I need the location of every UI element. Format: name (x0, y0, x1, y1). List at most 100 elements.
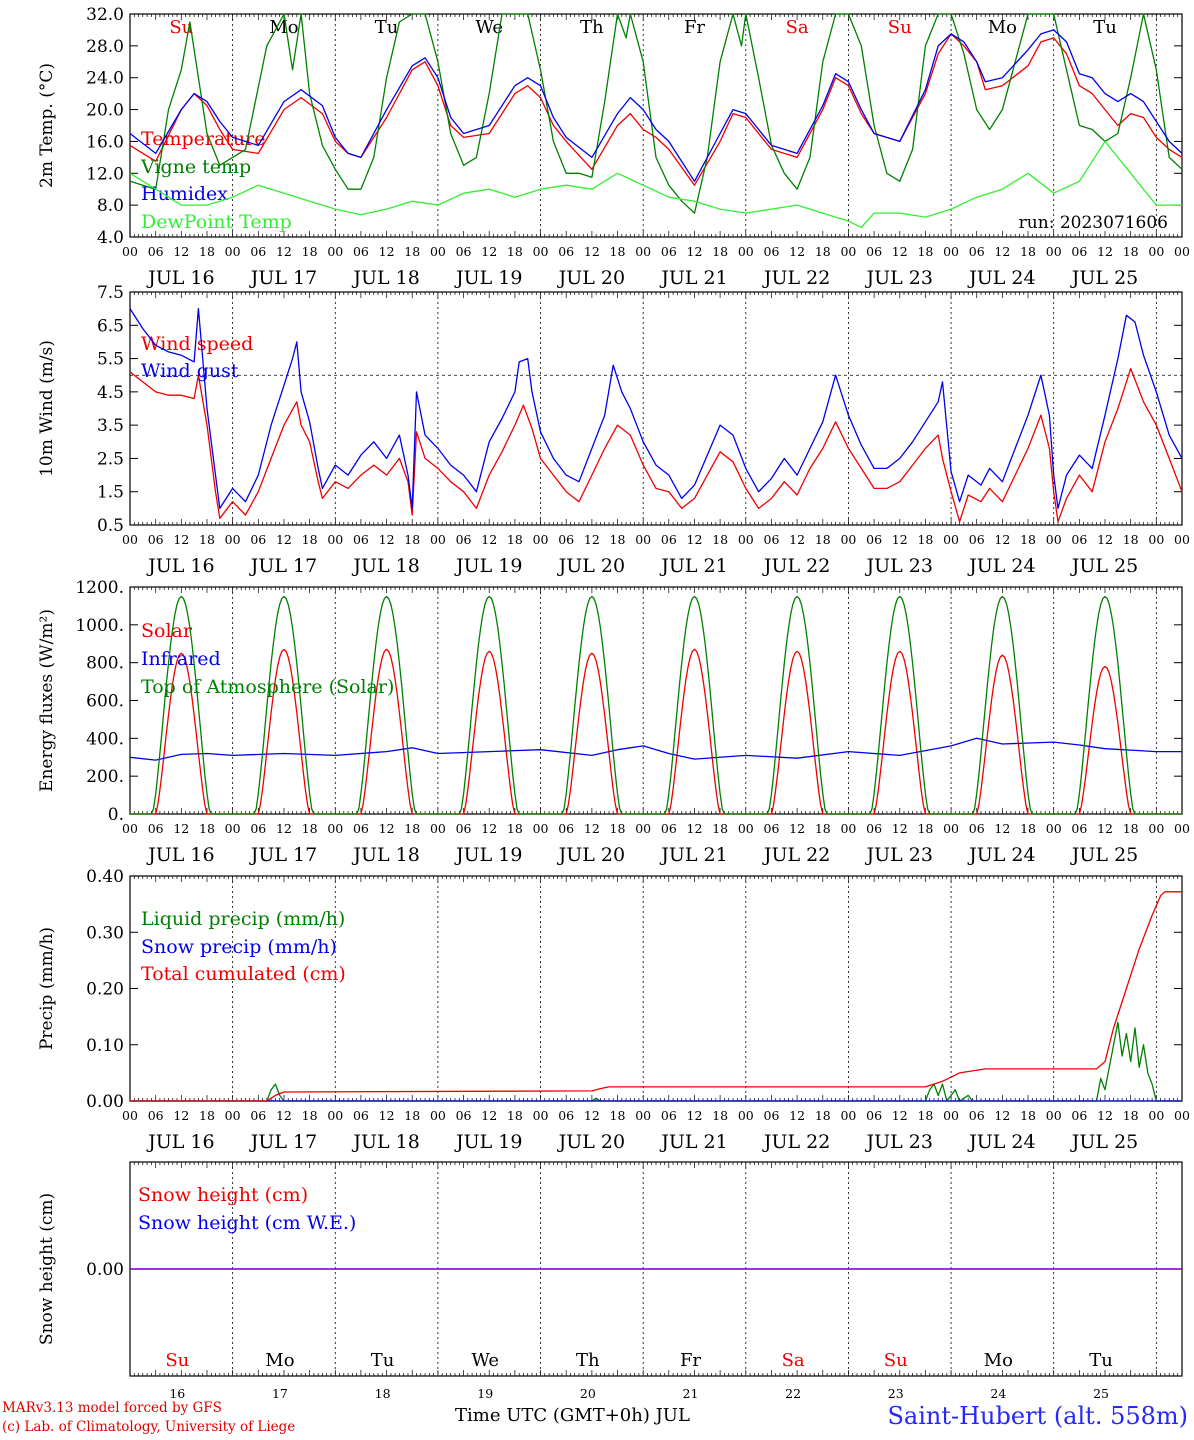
hour-tick-label: 06 (456, 1108, 472, 1123)
date-label: JUL 18 (351, 555, 419, 577)
weekday-label: Su (884, 1350, 908, 1371)
legend-entry: Top of Atmosphere (Solar) (141, 676, 394, 698)
weekday-label: Th (576, 1350, 600, 1371)
hour-tick-label: 18 (507, 244, 523, 259)
hour-tick-label: 00 (327, 821, 343, 836)
hour-tick-label: 12 (276, 244, 292, 259)
hour-tick-label: 18 (610, 821, 626, 836)
hour-tick-label: 00 (738, 821, 754, 836)
day-number-label: 24 (990, 1386, 1006, 1401)
hour-tick-label: 18 (507, 821, 523, 836)
y-tick-label: 600. (86, 692, 124, 712)
hour-tick-label: 12 (687, 244, 703, 259)
hour-tick-label: 00 (635, 1108, 651, 1123)
hour-tick-label: 12 (1097, 532, 1113, 547)
hour-tick-label: 06 (1071, 821, 1087, 836)
hour-tick-label: 18 (1020, 821, 1036, 836)
panel-snow: Snow height (cm) 0.00 Snow height (cm) Snow… (37, 1161, 1183, 1401)
date-label: JUL 25 (1070, 555, 1138, 577)
weekday-label: We (475, 17, 503, 38)
date-label: JUL 23 (865, 844, 933, 866)
weekday-label: Tu (371, 1350, 395, 1371)
hour-tick-label: 00 (225, 821, 241, 836)
hour-tick-label: 06 (661, 1108, 677, 1123)
date-label: JUL 23 (865, 1131, 933, 1153)
series-line-temperature (129, 33, 1183, 186)
hour-tick-label: 00 (1174, 244, 1190, 259)
hour-tick-label: 18 (815, 532, 831, 547)
day-number-label: 19 (477, 1386, 493, 1401)
hour-tick-label: 18 (302, 532, 318, 547)
panel-energy: Energy fluxes (W/m²) 0. 200. 400. 600. 800. 10… (37, 578, 1190, 866)
hour-tick-label: 00 (1046, 244, 1062, 259)
hour-tick-label: 12 (276, 821, 292, 836)
hour-tick-label: 12 (789, 1108, 805, 1123)
day-number-label: 23 (888, 1386, 904, 1401)
date-label: JUL 18 (351, 1131, 419, 1153)
y-tick-label: 20.0 (86, 101, 124, 121)
date-label: JUL 22 (762, 267, 830, 289)
hour-tick-label: 00 (635, 244, 651, 259)
hour-tick-label: 06 (866, 1108, 882, 1123)
time-tick-marks (129, 587, 1183, 814)
date-label: JUL 23 (865, 267, 933, 289)
y-tick-label: 32.0 (86, 5, 124, 25)
date-label: JUL 18 (351, 267, 419, 289)
hour-tick-label: 12 (481, 532, 497, 547)
hour-tick-label: 06 (969, 821, 985, 836)
hour-tick-label: 00 (1046, 1108, 1062, 1123)
hour-tick-label: 06 (969, 532, 985, 547)
y-tick-label: 6.5 (97, 316, 124, 336)
hour-tick-label: 06 (1071, 1108, 1087, 1123)
hour-tick-label: 12 (994, 244, 1010, 259)
y-tick-label: 200. (86, 767, 124, 787)
hour-tick-label: 00 (840, 532, 856, 547)
date-label: JUL 20 (557, 1131, 625, 1153)
hour-tick-label: 06 (456, 821, 472, 836)
hour-tick-label: 00 (943, 244, 959, 259)
hour-tick-label: 18 (404, 821, 420, 836)
hour-tick-label: 12 (379, 532, 395, 547)
run-annotation: run: 2023071606 (1019, 213, 1168, 233)
hour-tick-label: 12 (173, 1108, 189, 1123)
hour-tick-label: 06 (764, 244, 780, 259)
date-label: JUL 24 (967, 555, 1035, 577)
hour-tick-label: 00 (1148, 821, 1164, 836)
hour-tick-label: 06 (148, 244, 164, 259)
hour-tick-label: 00 (1148, 532, 1164, 547)
hour-tick-label: 18 (917, 532, 933, 547)
date-label: JUL 17 (249, 555, 317, 577)
hour-tick-label: 06 (866, 532, 882, 547)
legend-entry: Snow precip (mm/h) (141, 936, 337, 958)
date-label: JUL 19 (454, 555, 522, 577)
y-tick-label: 4.0 (97, 228, 124, 248)
date-label: JUL 17 (249, 844, 317, 866)
hour-tick-label: 12 (1097, 244, 1113, 259)
hour-tick-label: 18 (1020, 532, 1036, 547)
hour-tick-label: 12 (379, 244, 395, 259)
y-tick-label: 400. (86, 729, 124, 749)
y-tick-label: 24.0 (86, 69, 124, 89)
date-label: JUL 20 (557, 267, 625, 289)
y-axis-label: Snow height (cm) (37, 1193, 57, 1345)
weekday-label: Th (580, 17, 604, 38)
hour-tick-label: 12 (173, 244, 189, 259)
hour-tick-label: 12 (584, 532, 600, 547)
day-number-label: 22 (785, 1386, 801, 1401)
date-label: JUL 25 (1070, 1131, 1138, 1153)
date-label: JUL 23 (865, 555, 933, 577)
hour-tick-label: 06 (353, 244, 369, 259)
weekday-label: Tu (1089, 1350, 1113, 1371)
hour-tick-label: 18 (199, 532, 215, 547)
hour-tick-label: 00 (430, 532, 446, 547)
y-tick-label: 28.0 (86, 37, 124, 57)
hour-tick-label: 00 (840, 244, 856, 259)
hour-tick-label: 18 (917, 244, 933, 259)
y-tick-label: 0.5 (97, 516, 124, 536)
hour-tick-label: 18 (1123, 821, 1139, 836)
y-tick-label: 1.5 (97, 483, 124, 503)
day-number-label: 25 (1093, 1386, 1109, 1401)
hour-tick-label: 06 (764, 532, 780, 547)
y-tick-label: 7.5 (97, 283, 124, 303)
hour-tick-label: 00 (327, 532, 343, 547)
